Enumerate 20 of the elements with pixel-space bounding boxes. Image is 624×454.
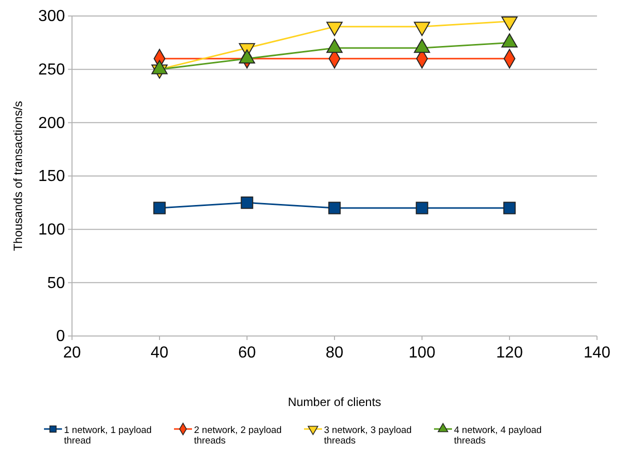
y-tick-label: 150 xyxy=(38,168,66,186)
legend-label: 2 network, 2 payload threads xyxy=(194,425,282,446)
y-tick-label: 200 xyxy=(38,114,66,132)
x-tick-label: 80 xyxy=(326,344,344,362)
legend-label: 1 network, 1 payload thread xyxy=(64,425,152,446)
x-tick-label: 20 xyxy=(63,344,81,362)
x-tick-label: 100 xyxy=(408,344,436,362)
legend-label: 4 network, 4 payload threads xyxy=(454,425,542,446)
x-axis-title: Number of clients xyxy=(288,395,382,409)
y-tick-label: 0 xyxy=(56,328,66,346)
y-tick-label: 100 xyxy=(38,221,66,238)
y-tick-label: 250 xyxy=(38,61,66,78)
y-tick-label: 300 xyxy=(38,8,66,26)
x-tick-label: 40 xyxy=(150,344,168,362)
x-tick-label: 60 xyxy=(238,344,256,362)
y-axis-title: Thousands of transactions/s xyxy=(11,100,25,252)
x-tick-label: 120 xyxy=(496,344,523,362)
x-tick-label: 140 xyxy=(584,344,610,362)
legend-label: 3 network, 3 payload threads xyxy=(324,425,412,446)
y-tick-label: 50 xyxy=(47,274,66,292)
